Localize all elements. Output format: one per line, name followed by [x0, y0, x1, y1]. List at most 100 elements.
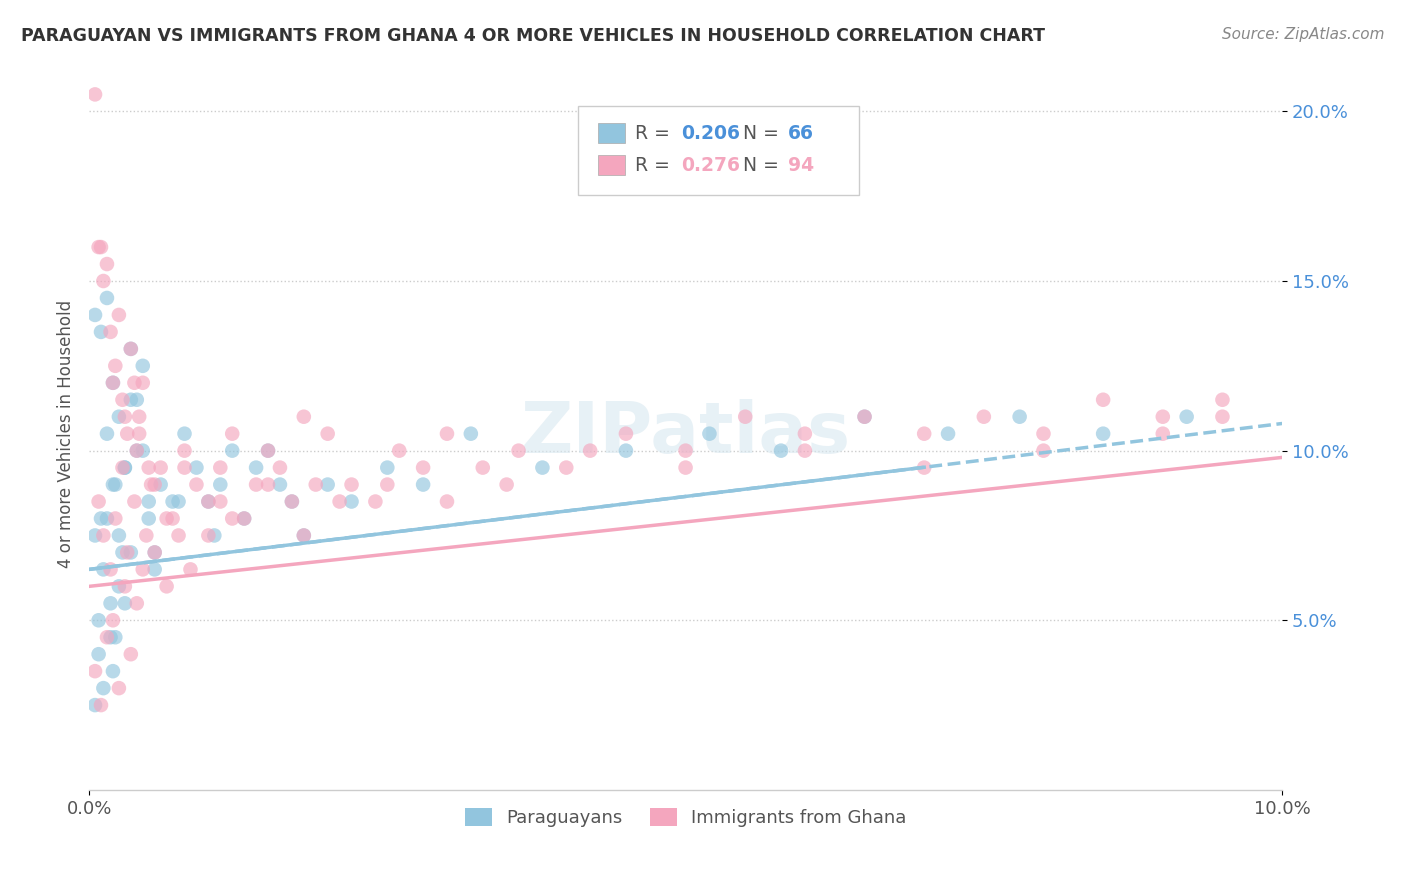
FancyBboxPatch shape [599, 155, 624, 175]
Point [460, 426, 482, 441]
Point [101, 376, 124, 390]
Point [375, 460, 398, 475]
Point [128, 409, 150, 424]
Point [96, 257, 118, 271]
Point [281, 494, 304, 508]
Point [257, 477, 280, 491]
Point [117, 426, 139, 441]
Text: Source: ZipAtlas.com: Source: ZipAtlas.com [1222, 27, 1385, 42]
Point [221, 511, 243, 525]
Point [87, 613, 110, 627]
Point [93, 274, 115, 288]
Point [233, 511, 256, 525]
Point [305, 477, 328, 491]
Point [912, 460, 935, 475]
Point [173, 426, 195, 441]
Point [186, 460, 208, 475]
Point [269, 477, 291, 491]
Point [221, 443, 243, 458]
Text: PARAGUAYAN VS IMMIGRANTS FROM GHANA 4 OR MORE VEHICLES IN HOUSEHOLD CORRELATION : PARAGUAYAN VS IMMIGRANTS FROM GHANA 4 OR… [21, 27, 1045, 45]
Point [209, 460, 232, 475]
Point [87, 494, 110, 508]
Point [108, 409, 131, 424]
Point [436, 494, 458, 508]
Point [101, 613, 124, 627]
Point [135, 528, 157, 542]
Point [104, 359, 127, 373]
Text: R =: R = [636, 123, 676, 143]
Point [675, 443, 697, 458]
Point [101, 664, 124, 678]
Point [173, 443, 195, 458]
Point [1175, 409, 1198, 424]
Point [167, 494, 190, 508]
Point [156, 511, 179, 525]
Point [1152, 426, 1174, 441]
Point [412, 460, 434, 475]
Y-axis label: 4 or more Vehicles in Household: 4 or more Vehicles in Household [58, 300, 75, 567]
Point [100, 630, 122, 644]
Point [108, 528, 131, 542]
Point [769, 443, 792, 458]
Point [149, 460, 172, 475]
Point [111, 392, 134, 407]
Point [245, 460, 267, 475]
Point [1032, 426, 1054, 441]
Point [84, 87, 107, 102]
Point [120, 342, 142, 356]
Point [138, 460, 160, 475]
Point [281, 494, 304, 508]
Point [96, 426, 118, 441]
Point [853, 409, 876, 424]
Text: 66: 66 [789, 123, 814, 143]
Point [149, 477, 172, 491]
Point [156, 579, 179, 593]
Point [101, 477, 124, 491]
Point [495, 477, 517, 491]
Point [143, 562, 166, 576]
Point [111, 545, 134, 559]
Point [84, 528, 107, 542]
Point [104, 630, 127, 644]
Point [388, 443, 411, 458]
Point [114, 460, 136, 475]
Point [125, 443, 148, 458]
Point [614, 426, 637, 441]
Point [114, 460, 136, 475]
Point [128, 426, 150, 441]
Point [179, 562, 201, 576]
Point [197, 528, 219, 542]
Point [936, 426, 959, 441]
Point [87, 240, 110, 254]
Point [973, 409, 995, 424]
Point [138, 494, 160, 508]
Point [202, 528, 225, 542]
Point [1092, 426, 1115, 441]
Point [555, 460, 578, 475]
Point [167, 528, 190, 542]
Text: 94: 94 [789, 155, 814, 175]
Point [316, 477, 339, 491]
Text: N =: N = [742, 123, 785, 143]
Text: 0.206: 0.206 [681, 123, 740, 143]
Point [173, 460, 195, 475]
Point [125, 443, 148, 458]
Point [93, 562, 115, 576]
Point [104, 477, 127, 491]
Point [90, 240, 112, 254]
Point [132, 376, 155, 390]
Point [96, 511, 118, 525]
Point [90, 698, 112, 712]
Point [93, 528, 115, 542]
Point [793, 443, 815, 458]
Point [117, 545, 139, 559]
Point [87, 647, 110, 661]
Legend: Paraguayans, Immigrants from Ghana: Paraguayans, Immigrants from Ghana [457, 800, 914, 834]
Point [138, 511, 160, 525]
Point [143, 545, 166, 559]
Point [853, 409, 876, 424]
Point [1211, 392, 1233, 407]
Point [90, 511, 112, 525]
Point [292, 528, 315, 542]
Point [108, 308, 131, 322]
